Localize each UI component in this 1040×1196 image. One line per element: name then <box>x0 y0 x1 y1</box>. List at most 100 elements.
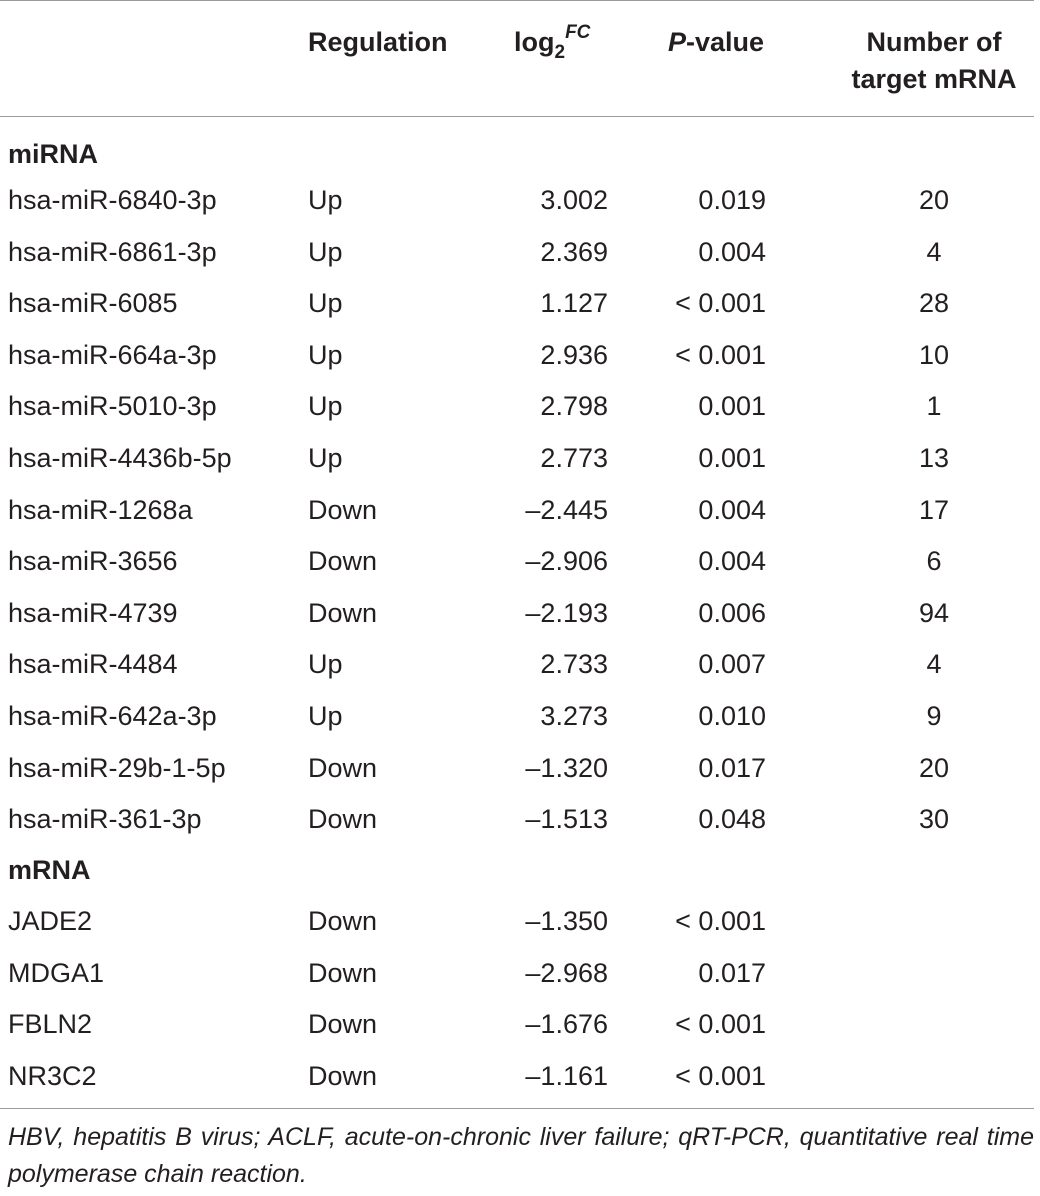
cell-log2fc: 1.127 <box>540 288 608 319</box>
cell-p-value: < 0.001 <box>675 1009 766 1040</box>
cell-p-value: 0.019 <box>698 185 766 215</box>
table-row: hsa-miR-664a-3p Up 2.936 < 0.001 10 <box>0 338 1040 389</box>
cell-p-value: 0.001 <box>698 391 766 422</box>
cell-p-value: 0.004 <box>698 236 766 267</box>
cell-target-count: 30 <box>918 804 950 835</box>
table-row: JADE2 Down –1.350 < 0.001 <box>0 904 1040 955</box>
cell-p-value: 0.004 <box>698 546 766 577</box>
cell-regulation: Down <box>308 957 378 988</box>
cell-target-count: 94 <box>918 597 950 628</box>
cell-log2fc: –2.193 <box>525 597 608 628</box>
cell-log2fc: –2.445 <box>525 494 608 525</box>
cell-log2fc: 2.798 <box>540 391 608 422</box>
cell-regulation: Down <box>308 906 378 936</box>
cell-target-count: 4 <box>926 649 942 680</box>
cell-p-value: 0.010 <box>698 701 766 731</box>
cell-log2fc: 2.773 <box>540 443 608 473</box>
cell-p-value: 0.004 <box>698 494 766 525</box>
cell-name: hsa-miR-4739 <box>8 597 178 628</box>
cell-target-count: 6 <box>926 546 942 577</box>
cell-p-value: < 0.001 <box>675 906 766 936</box>
cell-name: hsa-miR-6840-3p <box>8 185 217 215</box>
cell-p-value: < 0.001 <box>675 339 766 370</box>
table-footnote: HBV, hepatitis B virus; ACLF, acute-on-c… <box>8 1123 1034 1188</box>
cell-target-count: 9 <box>926 701 942 731</box>
table-row: hsa-miR-3656 Down –2.906 0.004 6 <box>0 544 1040 595</box>
cell-regulation: Down <box>308 752 378 783</box>
cell-target-count: 20 <box>918 752 950 783</box>
table-row: hsa-miR-29b-1-5p Down –1.320 0.017 20 <box>0 751 1040 802</box>
cell-p-value: 0.017 <box>698 957 766 988</box>
cell-log2fc: –1.350 <box>525 906 608 936</box>
cell-name: hsa-miR-4484 <box>8 649 178 680</box>
cell-p-value: < 0.001 <box>675 288 766 319</box>
header-regulation: Regulation <box>308 27 448 57</box>
cell-regulation: Down <box>308 1060 378 1091</box>
cell-target-count: 17 <box>918 494 950 525</box>
cell-log2fc: –1.320 <box>525 752 608 783</box>
cell-name: hsa-miR-6085 <box>8 288 178 319</box>
cell-target-count: 13 <box>918 443 950 473</box>
cell-p-value: 0.048 <box>698 804 766 835</box>
cell-name: hsa-miR-29b-1-5p <box>8 752 226 783</box>
cell-regulation: Up <box>308 288 343 319</box>
cell-log2fc: –1.161 <box>525 1060 608 1091</box>
cell-log2fc: –2.906 <box>525 546 608 577</box>
cell-target-count: 20 <box>918 185 950 215</box>
header-number-of-target-mrna: Number of target mRNA <box>851 27 1017 94</box>
cell-name: hsa-miR-664a-3p <box>8 339 217 370</box>
cell-target-count: 4 <box>926 236 942 267</box>
header-log2fc: log2FC <box>514 22 591 63</box>
cell-regulation: Up <box>308 649 343 680</box>
cell-log2fc: 2.936 <box>540 339 608 370</box>
cell-log2fc: –2.968 <box>525 957 608 988</box>
section-label-mrna: mRNA <box>8 855 91 885</box>
table-row: hsa-miR-5010-3p Up 2.798 0.001 1 <box>0 389 1040 440</box>
table-row: hsa-miR-1268a Down –2.445 0.004 17 <box>0 493 1040 544</box>
cell-log2fc: 3.273 <box>540 701 608 731</box>
cell-p-value: 0.017 <box>698 752 766 783</box>
cell-name: hsa-miR-361-3p <box>8 804 202 835</box>
cell-name: hsa-miR-3656 <box>8 546 178 577</box>
table-row: hsa-miR-6861-3p Up 2.369 0.004 4 <box>0 235 1040 286</box>
cell-name: MDGA1 <box>8 957 105 988</box>
table-row: hsa-miR-4484 Up 2.733 0.007 4 <box>0 647 1040 698</box>
cell-name: hsa-miR-1268a <box>8 494 193 525</box>
cell-name: hsa-miR-5010-3p <box>8 391 217 422</box>
cell-regulation: Down <box>308 546 378 577</box>
table-row: hsa-miR-642a-3p Up 3.273 0.010 9 <box>0 699 1040 750</box>
table-row: NR3C2 Down –1.161 < 0.001 <box>0 1059 1040 1110</box>
cell-log2fc: –1.513 <box>525 804 608 835</box>
top-rule <box>0 0 1034 1</box>
cell-regulation: Up <box>308 339 343 370</box>
cell-regulation: Up <box>308 391 343 422</box>
cell-target-count: 1 <box>926 391 942 422</box>
cell-name: NR3C2 <box>8 1060 97 1091</box>
table-row: hsa-miR-6085 Up 1.127 < 0.001 28 <box>0 286 1040 337</box>
cell-regulation: Down <box>308 1009 378 1040</box>
cell-log2fc: –1.676 <box>525 1009 608 1040</box>
cell-p-value: 0.001 <box>698 443 766 473</box>
cell-log2fc: 3.002 <box>540 185 608 215</box>
cell-regulation: Up <box>308 236 343 267</box>
cell-regulation: Down <box>308 597 378 628</box>
cell-p-value: 0.007 <box>698 649 766 680</box>
table-row: hsa-miR-361-3p Down –1.513 0.048 30 <box>0 802 1040 853</box>
table-row: hsa-miR-4739 Down –2.193 0.006 94 <box>0 596 1040 647</box>
cell-log2fc: 2.733 <box>540 649 608 680</box>
cell-name: hsa-miR-6861-3p <box>8 236 217 267</box>
cell-target-count: 28 <box>918 288 950 319</box>
cell-p-value: < 0.001 <box>675 1060 766 1091</box>
cell-p-value: 0.006 <box>698 597 766 628</box>
cell-regulation: Down <box>308 494 378 525</box>
cell-name: hsa-miR-642a-3p <box>8 701 217 731</box>
section-label-mirna: miRNA <box>8 139 99 169</box>
cell-regulation: Up <box>308 701 343 731</box>
cell-log2fc: 2.369 <box>540 236 608 267</box>
cell-regulation: Up <box>308 185 343 215</box>
bottom-rule <box>0 1108 1034 1109</box>
cell-regulation: Up <box>308 443 343 473</box>
cell-target-count: 10 <box>918 339 950 370</box>
cell-name: JADE2 <box>8 906 93 936</box>
